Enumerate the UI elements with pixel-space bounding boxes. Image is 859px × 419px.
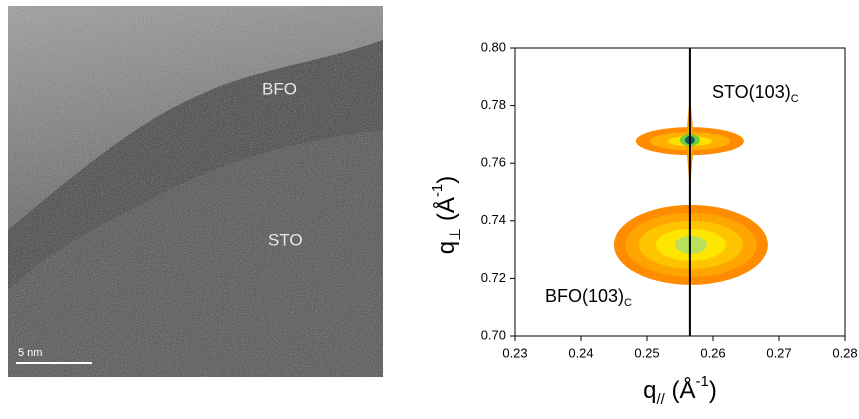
x-axis-label-part: q [643,377,656,404]
y-tick-label: 0.78 [481,97,506,112]
map-plot: 0.23 0.24 0.25 0.26 0.27 0.28 0.70 0.72 0.74 0.76… [429,39,858,408]
x-axis-label: q// (Å-1) [643,373,717,408]
x-tick-label: 0.28 [832,345,857,360]
peak-label-sub: C [791,93,799,105]
x-tick-label: 0.23 [502,345,527,360]
y-axis-label-part: -1 [429,184,446,197]
y-axis-label-part: (Å [432,197,460,228]
peak-label: STO(103)C [712,82,799,105]
scale-bar-label: 5 nm [18,347,42,359]
y-axis-label-part: ⊥ [447,228,464,241]
y-axis-label-part: q [433,241,460,254]
y-tick-label: 0.70 [481,327,506,342]
peak-label-sub: C [624,297,632,309]
peak-label-name: STO(103) [712,82,791,102]
y-tick-label: 0.80 [481,39,506,54]
plot-frame [514,47,846,337]
x-tick-label: 0.26 [700,345,725,360]
image-label: STO [268,230,303,249]
x-axis-label-part: // [657,391,666,408]
peak-label: BFO(103)C [545,286,632,309]
peak-label-name: BFO(103) [545,286,624,306]
x-tick-label: 0.24 [568,345,593,360]
y-tick-label: 0.76 [481,155,506,170]
tem-image: BFO STO 5 nm [8,6,383,377]
y-axis-label-part: ) [433,176,460,184]
x-axis-label-part: ) [709,377,717,404]
x-tick-label: 0.27 [766,345,791,360]
y-tick-label: 0.74 [481,212,506,227]
x-axis-label-part: (Å [665,376,696,404]
y-axis-label: q⊥ (Å-1) [429,176,464,254]
image-label: BFO [262,79,297,98]
y-tick-label: 0.72 [481,270,506,285]
x-axis-label-part: -1 [696,373,709,390]
x-tick-label: 0.25 [634,345,659,360]
